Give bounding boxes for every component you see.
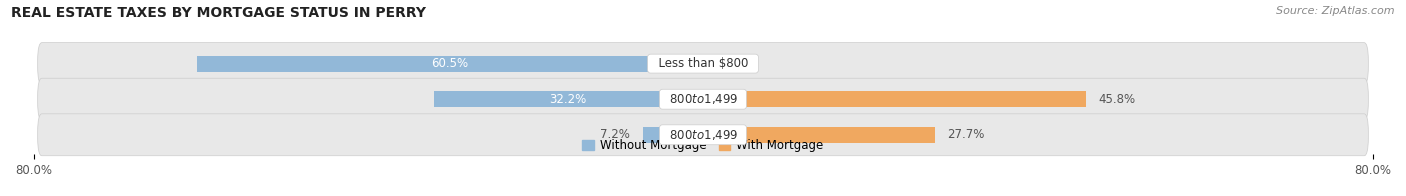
Text: $800 to $1,499: $800 to $1,499 [662, 92, 744, 106]
FancyBboxPatch shape [38, 78, 1368, 120]
Text: Source: ZipAtlas.com: Source: ZipAtlas.com [1277, 6, 1395, 16]
FancyBboxPatch shape [38, 114, 1368, 156]
Bar [433, 91, 703, 107]
Text: $800 to $1,499: $800 to $1,499 [662, 128, 744, 142]
Text: 7.2%: 7.2% [600, 128, 630, 141]
Bar [643, 127, 703, 143]
Text: 32.2%: 32.2% [550, 93, 586, 106]
Legend: Without Mortgage, With Mortgage: Without Mortgage, With Mortgage [578, 134, 828, 157]
Text: 60.5%: 60.5% [432, 57, 468, 70]
Text: 0.0%: 0.0% [728, 57, 758, 70]
Text: 45.8%: 45.8% [1099, 93, 1136, 106]
Bar [703, 127, 935, 143]
FancyBboxPatch shape [38, 43, 1368, 84]
Text: 27.7%: 27.7% [948, 128, 984, 141]
Text: Less than $800: Less than $800 [651, 57, 755, 70]
Bar [703, 91, 1087, 107]
Bar [197, 56, 703, 72]
Text: REAL ESTATE TAXES BY MORTGAGE STATUS IN PERRY: REAL ESTATE TAXES BY MORTGAGE STATUS IN … [11, 6, 426, 20]
